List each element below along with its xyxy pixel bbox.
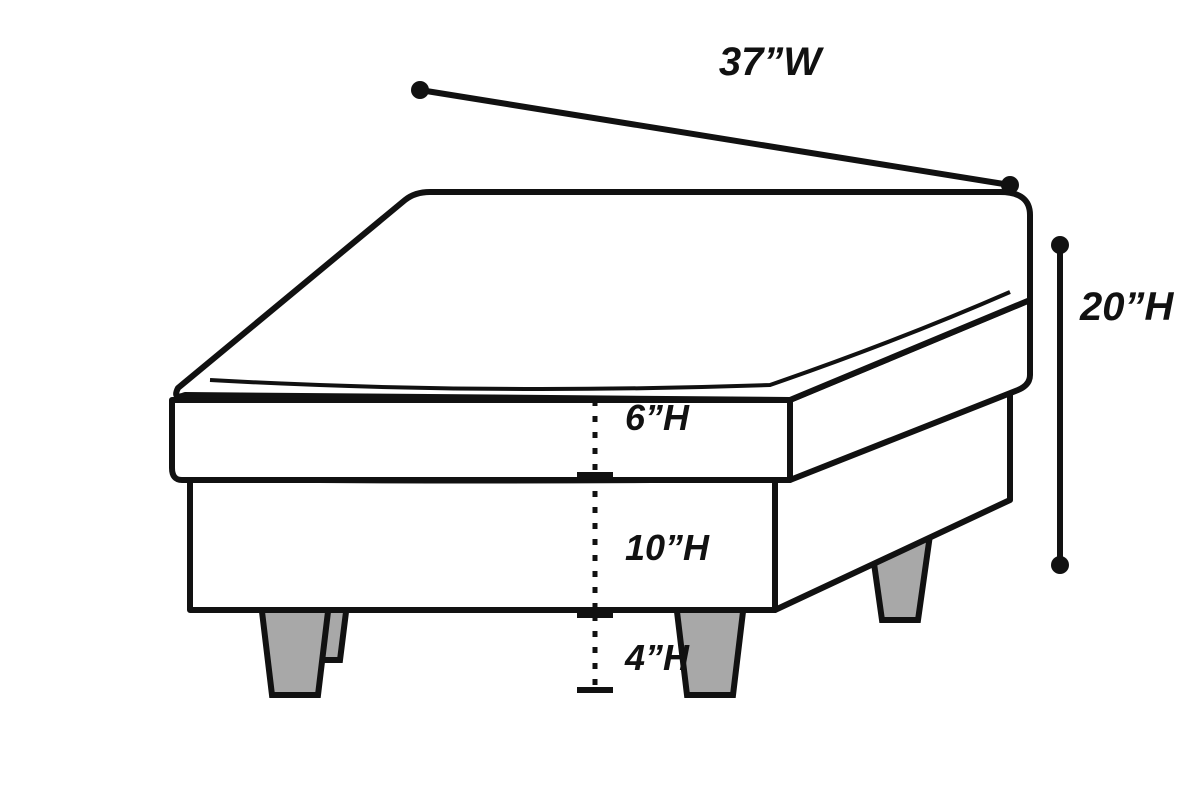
label-width: 37”W bbox=[719, 40, 824, 84]
ottoman-cushion bbox=[172, 192, 1030, 482]
label-cushion-height: 6”H bbox=[625, 397, 690, 438]
cushion-lip bbox=[182, 480, 780, 482]
dimension-total-height: 20”H bbox=[1051, 236, 1174, 574]
label-total-height: 20”H bbox=[1079, 285, 1174, 329]
cushion-front-face bbox=[172, 400, 790, 480]
label-leg-height: 4”H bbox=[624, 637, 690, 678]
dimension-width: 37”W bbox=[411, 40, 1019, 194]
label-base-height: 10”H bbox=[625, 527, 710, 568]
ottoman-dimension-diagram: 37”W 20”H 6”H 10”H 4”H bbox=[0, 0, 1200, 800]
